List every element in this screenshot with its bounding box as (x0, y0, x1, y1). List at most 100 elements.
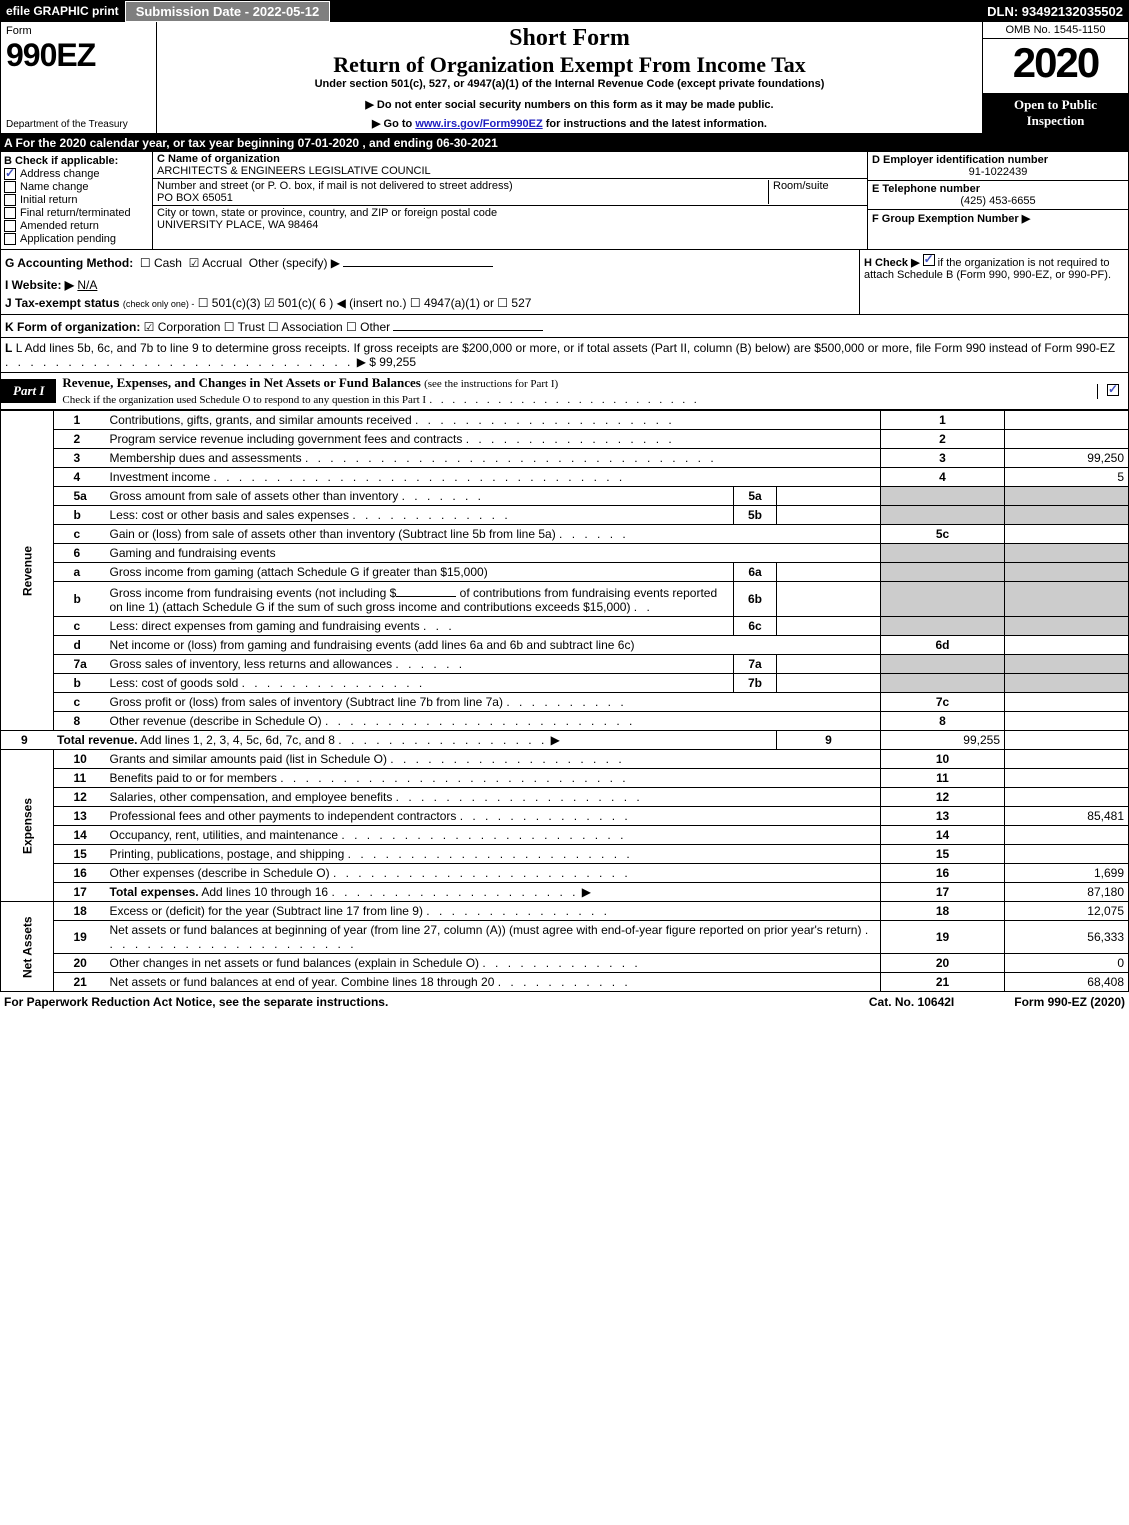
line-amount (1005, 636, 1129, 655)
line-ref-number: 20 (881, 954, 1005, 973)
grey-cell (1005, 582, 1129, 617)
line-ref-number: 15 (881, 845, 1005, 864)
part-1-title-paren: (see the instructions for Part I) (424, 378, 558, 390)
checkbox[interactable] (4, 181, 16, 193)
line-description: Gross income from fundraising events (no… (106, 582, 734, 617)
line-amount: 87,180 (1005, 883, 1129, 902)
line-amount (1005, 712, 1129, 731)
line-number: 21 (53, 973, 106, 992)
line-number: 2 (53, 430, 106, 449)
line-amount (1005, 826, 1129, 845)
part-1-checkbox[interactable] (1107, 384, 1119, 396)
i-label: I Website: ▶ (5, 278, 74, 292)
line-number: 5a (53, 487, 106, 506)
goto-link[interactable]: www.irs.gov/Form990EZ (415, 118, 542, 130)
line-description: Total expenses. Add lines 10 through 16 … (106, 883, 881, 902)
line-amount: 99,250 (1005, 449, 1129, 468)
grey-cell (881, 506, 1005, 525)
sub-line-number: 6a (734, 563, 777, 582)
checkbox-row: Application pending (4, 233, 149, 245)
checkbox[interactable] (4, 233, 16, 245)
omb-number: OMB No. 1545-1150 (983, 22, 1128, 39)
sidebar-label: Net Assets (1, 902, 54, 992)
c-room-label: Room/suite (773, 180, 863, 192)
checkbox-label: Application pending (20, 233, 116, 245)
line-ref-number: 11 (881, 769, 1005, 788)
grey-cell (881, 544, 1005, 563)
line-number: 12 (53, 788, 106, 807)
open-public-inspection: Open to Public Inspection (983, 93, 1128, 133)
line-description: Gross income from gaming (attach Schedul… (106, 563, 734, 582)
grey-cell (881, 674, 1005, 693)
line-ref-number: 5c (881, 525, 1005, 544)
line-description: Net income or (loss) from gaming and fun… (106, 636, 881, 655)
grey-cell (881, 617, 1005, 636)
grey-cell (1005, 617, 1129, 636)
line-amount (1005, 693, 1129, 712)
line-number: c (53, 617, 106, 636)
j-label: J Tax-exempt status (5, 296, 120, 310)
checkbox[interactable] (4, 194, 16, 206)
k-label: K Form of organization: (5, 320, 140, 334)
j-sub: (check only one) - (123, 299, 195, 309)
h-checkbox[interactable] (923, 254, 935, 266)
department-label: Department of the Treasury (6, 119, 151, 130)
line-number: 18 (53, 902, 106, 921)
section-l: L L Add lines 5b, 6c, and 7b to line 9 t… (0, 338, 1129, 373)
checkbox[interactable] (4, 168, 16, 180)
grey-cell (1005, 655, 1129, 674)
line-amount (1005, 525, 1129, 544)
line-description: Gain or (loss) from sale of assets other… (106, 525, 881, 544)
sidebar-label: Revenue (1, 411, 54, 731)
line-amount: 56,333 (1005, 921, 1129, 954)
sub-line-value (777, 563, 881, 582)
phone-value: (425) 453-6655 (872, 195, 1124, 207)
g-accrual: Accrual (202, 256, 242, 270)
c-street-label: Number and street (or P. O. box, if mail… (157, 180, 768, 192)
line-amount (1005, 750, 1129, 769)
under-section-text: Under section 501(c), 527, or 4947(a)(1)… (160, 78, 979, 90)
line-number: d (53, 636, 106, 655)
line-description: Contributions, gifts, grants, and simila… (106, 411, 881, 430)
l-amount: $ 99,255 (369, 355, 416, 369)
sub-line-value (777, 655, 881, 674)
line-number: 10 (53, 750, 106, 769)
h-label: H Check ▶ (864, 257, 920, 269)
e-phone-label: E Telephone number (872, 183, 1124, 195)
ein-value: 91-1022439 (872, 166, 1124, 178)
line-ref-number: 7c (881, 693, 1005, 712)
line-amount (1005, 430, 1129, 449)
line-ref-number: 2 (881, 430, 1005, 449)
checkbox[interactable] (4, 220, 16, 232)
goto-instructions: ▶ Go to www.irs.gov/Form990EZ for instru… (160, 117, 979, 130)
f-group-label: F Group Exemption Number ▶ (872, 212, 1124, 225)
line-description: Occupancy, rent, utilities, and maintena… (106, 826, 881, 845)
footer-form-number: 990-EZ (1048, 995, 1087, 1009)
line-ref-number: 14 (881, 826, 1005, 845)
line-description: Membership dues and assessments . . . . … (106, 449, 881, 468)
tax-year: 2020 (983, 39, 1128, 87)
line-number: c (53, 693, 106, 712)
efile-label: efile GRAPHIC print (0, 2, 125, 20)
line-ref-number: 17 (881, 883, 1005, 902)
page-footer: For Paperwork Reduction Act Notice, see … (0, 992, 1129, 1012)
line-description: Printing, publications, postage, and shi… (106, 845, 881, 864)
form-header: Form 990EZ Department of the Treasury Sh… (0, 22, 1129, 134)
line-number: 11 (53, 769, 106, 788)
section-b-label: B Check if applicable: (4, 155, 149, 167)
footer-paperwork: For Paperwork Reduction Act Notice, see … (4, 995, 869, 1009)
line-description: Other revenue (describe in Schedule O) .… (106, 712, 881, 731)
line-amount: 0 (1005, 954, 1129, 973)
checkbox-row: Final return/terminated (4, 207, 149, 219)
line-description: Less: direct expenses from gaming and fu… (106, 617, 734, 636)
l-arrow: ▶ (357, 355, 366, 369)
checkbox-label: Initial return (20, 194, 77, 206)
header-right: OMB No. 1545-1150 2020 Open to Public In… (983, 22, 1128, 133)
line-ref-number: 6d (881, 636, 1005, 655)
checkbox[interactable] (4, 207, 16, 219)
sub-line-value (777, 674, 881, 693)
l-dots: . . . . . . . . . . . . . . . . . . . . … (5, 355, 353, 369)
sub-line-number: 7a (734, 655, 777, 674)
line-number: 1 (53, 411, 106, 430)
line-number: 19 (53, 921, 106, 954)
